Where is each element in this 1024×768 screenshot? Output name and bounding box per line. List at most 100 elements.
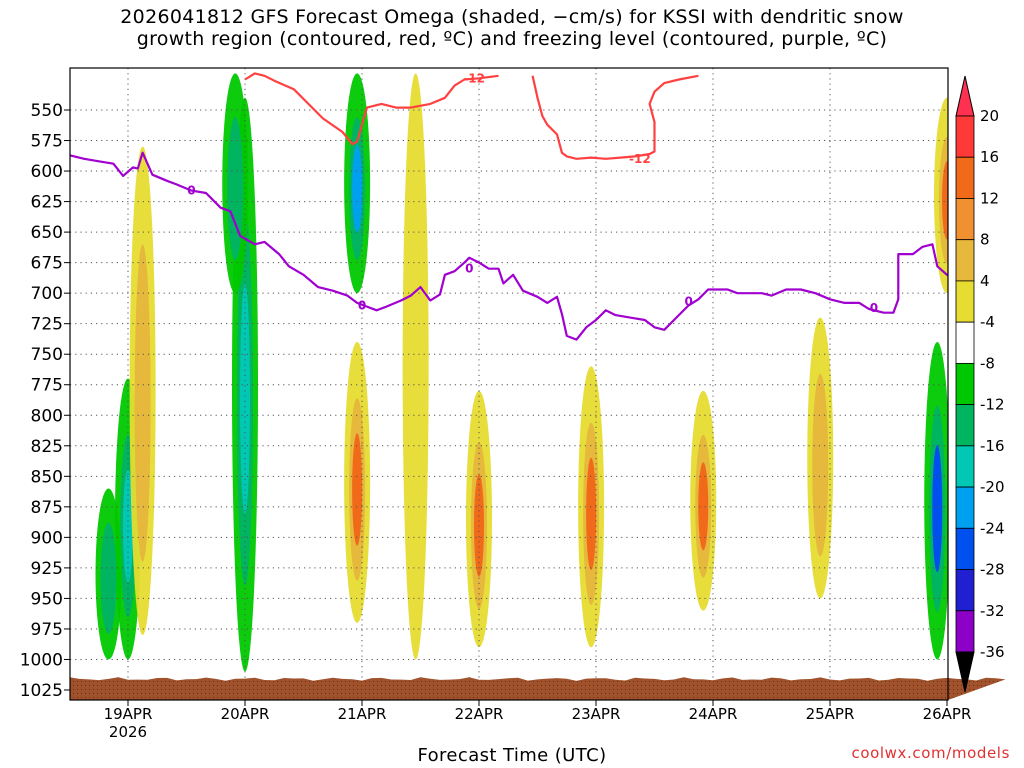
colorbar-label: -32 (980, 602, 1005, 620)
colorbar-label: -4 (980, 313, 995, 331)
omega-blob-mid (812, 373, 829, 557)
omega-blob (924, 342, 948, 660)
omega-blob-core (932, 445, 943, 573)
colorbar-segment (955, 404, 975, 447)
chart-title-line-1: 2026041812 GFS Forecast Omega (shaded, −… (120, 6, 904, 28)
chart-title-line-2: growth region (contoured, red, ºC) and f… (136, 28, 888, 50)
omega-blob-core (942, 161, 948, 240)
omega-blob (344, 73, 371, 294)
y-tick-label: 750 (31, 345, 63, 365)
y-tick-label: 875 (31, 498, 63, 518)
colorbar-label: 8 (980, 231, 990, 249)
y-tick-label: 600 (31, 162, 63, 182)
y-tick-label: 700 (31, 284, 63, 304)
colorbar-segment (955, 280, 975, 323)
omega-blob (344, 342, 371, 623)
colorbar: 20 16 12 8 4 -4 -8 -12 -16 -20 -24 -28 -32 -36 (955, 75, 1005, 693)
omega-blob (466, 390, 492, 648)
grid-layer (70, 68, 948, 700)
colorbar-segment (955, 610, 975, 653)
y-axis: 550 575 600 625 650 675 700 725 750 775 800 825 850 8… (20, 101, 70, 701)
colorbar-label: 12 (980, 189, 999, 207)
x-tick-label: 26APR (923, 705, 972, 723)
dgz-contour (531, 74, 699, 160)
colorbar-segment (955, 198, 975, 241)
colorbar-segment (955, 321, 975, 364)
y-tick-label: 550 (31, 101, 63, 121)
colorbar-segment (955, 115, 975, 158)
omega-blob-core (240, 284, 250, 514)
colorbar-label: -28 (980, 561, 1005, 579)
y-tick-label: 925 (31, 559, 63, 579)
ground-surface (69, 677, 1006, 700)
omega-blob (222, 73, 249, 294)
x-tick-label: 22APR (455, 705, 504, 723)
y-tick-label: 825 (31, 437, 63, 457)
x-tick-sublabel: 2026 (109, 723, 147, 741)
colorbar-label: -12 (980, 396, 1005, 414)
omega-blob-outer (402, 73, 429, 660)
colorbar-bottom-arrow (955, 651, 975, 693)
colorbar-segment (955, 362, 975, 406)
colorbar-segment (955, 569, 975, 612)
freezing-level-label: 0 (870, 301, 878, 315)
x-tick-label: 24APR (689, 705, 738, 723)
omega-blob-core (352, 433, 363, 546)
colorbar-label: -8 (980, 354, 995, 372)
plot-area (70, 68, 948, 700)
x-tick-label: 25APR (806, 705, 855, 723)
omega-blob-mid (100, 522, 117, 634)
omega-blob (402, 73, 429, 660)
colorbar-label: -20 (980, 478, 1005, 496)
omega-blob-core (586, 457, 597, 571)
colorbar-segment (955, 527, 975, 570)
colorbar-label: 16 (980, 148, 999, 166)
omega-blob (934, 97, 948, 294)
x-tick-label: 19APR (104, 705, 153, 723)
ground-layer (69, 677, 1006, 700)
omega-blob (129, 146, 156, 636)
y-tick-label: 950 (31, 589, 63, 609)
y-tick-label: 775 (31, 376, 63, 396)
colorbar-segment (955, 445, 975, 488)
omega-blob-core (352, 144, 363, 233)
colorbar-segment (955, 156, 975, 199)
plot-frame (69, 67, 949, 701)
x-tick-label: 21APR (338, 705, 387, 723)
x-tick-label: 20APR (221, 705, 270, 723)
y-tick-label: 1025 (20, 681, 63, 701)
omega-blob-core (698, 462, 709, 551)
colorbar-label: -36 (980, 643, 1005, 661)
colorbar-top-arrow (955, 75, 975, 117)
credit-text: coolwx.com/models (851, 744, 1010, 762)
y-tick-label: 850 (31, 467, 63, 487)
omega-shading-layer (95, 73, 948, 672)
dgz-contour-label: -12 (463, 71, 485, 85)
colorbar-label: 20 (980, 107, 999, 125)
dgz-contour (244, 72, 499, 146)
freezing-level-contour (70, 151, 948, 341)
y-tick-label: 650 (31, 223, 63, 243)
contour-layer: 0 0 0 0 0 -12 -12 (70, 71, 948, 341)
y-tick-label: 675 (31, 254, 63, 274)
omega-blob (807, 317, 834, 599)
chart-title: 2026041812 GFS Forecast Omega (shaded, −… (0, 6, 1024, 50)
omega-blob-mid (134, 244, 151, 562)
freezing-level-label: 0 (684, 295, 692, 309)
y-tick-label: 975 (31, 620, 63, 640)
y-tick-label: 800 (31, 406, 63, 426)
colorbar-segment (955, 239, 975, 282)
colorbar-segment (955, 486, 975, 529)
dgz-contour-label: -12 (629, 152, 651, 166)
y-tick-label: 575 (31, 132, 63, 152)
y-tick-label: 900 (31, 528, 63, 548)
freezing-level-label: 0 (465, 262, 473, 276)
x-tick-label: 23APR (572, 705, 621, 723)
y-tick-label: 725 (31, 315, 63, 335)
colorbar-label: -16 (980, 437, 1005, 455)
freezing-level-label: 0 (358, 298, 366, 312)
omega-blob-core (474, 474, 484, 577)
x-axis-label: Forecast Time (UTC) (417, 745, 607, 766)
